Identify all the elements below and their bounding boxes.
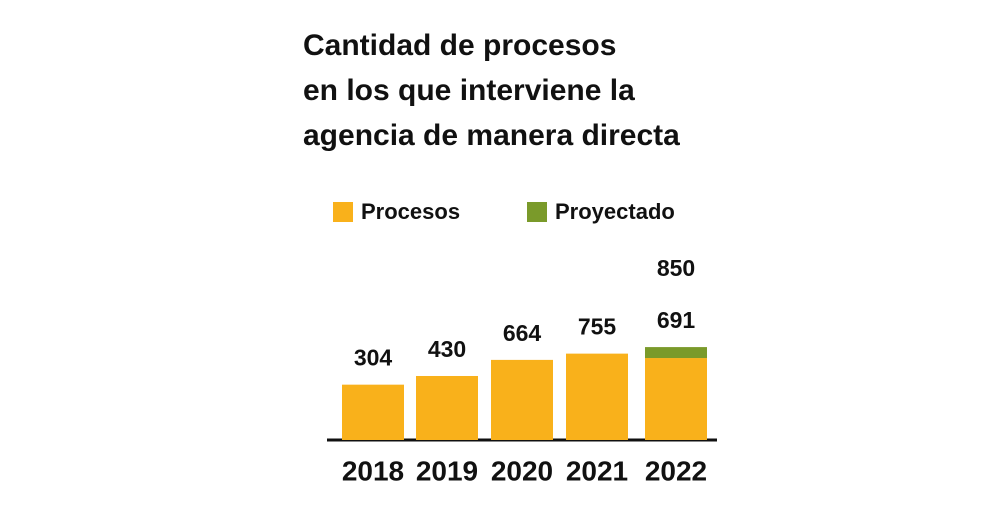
- legend-swatch: [527, 202, 547, 222]
- chart-title: agencia de manera directa: [303, 119, 680, 152]
- bar-segment: [416, 375, 478, 440]
- value-label: 691: [657, 307, 696, 333]
- x-tick-label: 2022: [645, 455, 707, 486]
- total-label: 850: [657, 255, 695, 281]
- x-tick-label: 2018: [342, 455, 404, 486]
- legend-swatch: [333, 202, 353, 222]
- chart-title: en los que interviene la: [303, 74, 635, 107]
- value-label: 664: [503, 320, 542, 346]
- value-label: 755: [578, 314, 617, 340]
- value-label: 304: [354, 345, 393, 371]
- chart-title: Cantidad de procesos: [303, 29, 616, 62]
- bar-segment: [491, 359, 553, 440]
- value-label: 430: [428, 336, 466, 362]
- bar-segment: [566, 353, 628, 440]
- bar-segment: [342, 384, 404, 440]
- x-tick-label: 2020: [491, 455, 553, 486]
- legend-label: Procesos: [361, 199, 460, 224]
- x-tick-label: 2021: [566, 455, 628, 486]
- x-tick-label: 2019: [416, 455, 478, 486]
- bar-segment: [645, 347, 707, 359]
- bar-segment: [645, 358, 707, 440]
- legend-label: Proyectado: [555, 199, 675, 224]
